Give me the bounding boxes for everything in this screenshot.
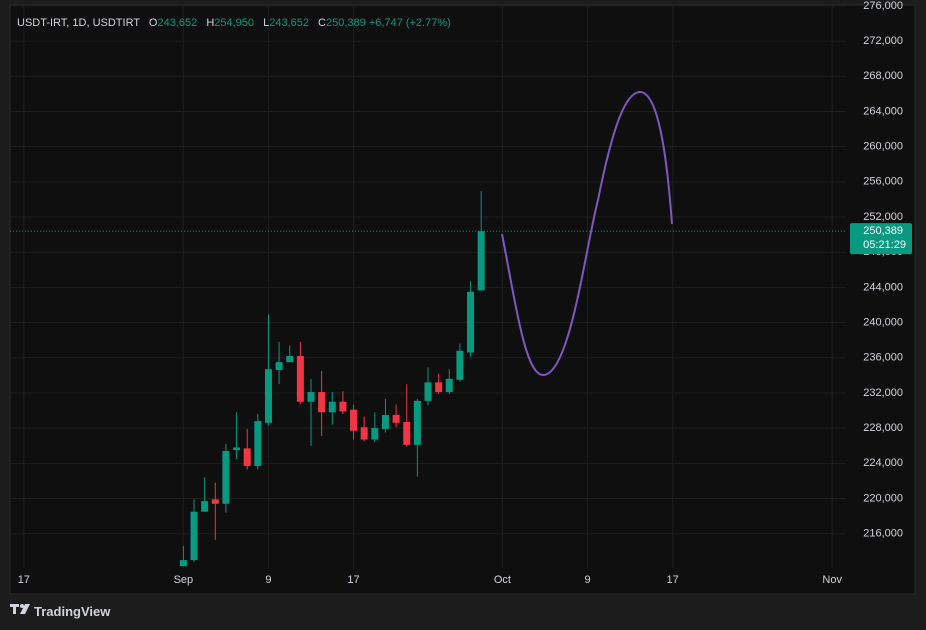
x-tick-label: 17 (347, 574, 359, 586)
candle-body (413, 400, 421, 445)
candle-body (371, 428, 379, 440)
symbol-title: USDT-IRT, 1D, USDTIRT (17, 17, 140, 29)
y-tick-label: 244,000 (863, 281, 903, 293)
y-tick-label: 240,000 (863, 316, 903, 328)
y-tick-label: 252,000 (863, 211, 903, 223)
candle-body (243, 448, 251, 466)
y-tick-label: 272,000 (863, 35, 903, 47)
candle-body (339, 401, 347, 412)
y-tick-label: 276,000 (863, 0, 903, 12)
y-tick-label: 236,000 (863, 352, 903, 364)
chart-frame (9, 4, 916, 595)
x-tick-label: 9 (584, 574, 590, 586)
candle-body (403, 421, 411, 445)
candle-body (318, 392, 326, 413)
last-price-label: 250,389 (863, 225, 903, 237)
candle-body (350, 409, 358, 431)
drawing-curve[interactable] (501, 90, 673, 377)
y-tick-label: 228,000 (863, 422, 903, 434)
candle-body (360, 427, 368, 440)
candle-body (211, 499, 219, 504)
x-tick-label: 9 (265, 574, 271, 586)
candle-body (275, 362, 283, 371)
price-label-box (850, 223, 912, 255)
y-tick-label: 264,000 (863, 105, 903, 117)
candle-body (190, 511, 198, 561)
candle-body (307, 392, 315, 402)
y-tick-label: 232,000 (863, 387, 903, 399)
candle-body (467, 291, 475, 353)
x-tick-label: 17 (18, 574, 30, 586)
candle-body (456, 350, 464, 380)
candle-body (477, 231, 485, 291)
countdown-label: 05:21:29 (863, 239, 906, 251)
y-tick-label: 268,000 (863, 70, 903, 82)
x-tick-label: Sep (174, 574, 194, 586)
legend-key: C (318, 17, 326, 29)
legend-change: +6,747 (+2.77%) (368, 17, 451, 29)
y-tick-label: 220,000 (863, 492, 903, 504)
brand-logo (10, 604, 30, 614)
candle-body (286, 355, 294, 363)
candle-body (424, 382, 432, 401)
legend-key: L (263, 17, 270, 29)
y-tick-label: 216,000 (863, 528, 903, 540)
legend-value: 254,950 (214, 17, 255, 29)
candle-body (296, 355, 304, 402)
y-tick-label: 260,000 (863, 141, 903, 153)
candle-body (381, 414, 389, 430)
y-tick-label: 256,000 (863, 176, 903, 188)
candle-body (264, 369, 272, 423)
brand-name: TradingView (34, 604, 111, 619)
y-tick-label: 224,000 (863, 457, 903, 469)
candle-body (328, 401, 336, 413)
legend-value: 250,389 (326, 17, 366, 29)
candle-body (179, 560, 187, 567)
candle-body (233, 447, 241, 451)
x-tick-label: Oct (494, 574, 511, 586)
candle-body (201, 501, 209, 512)
legend-value: 243,652 (157, 17, 198, 29)
x-tick-label: 17 (667, 574, 679, 586)
candle-body (392, 414, 400, 423)
candle-body (222, 451, 230, 504)
candle-body (254, 421, 262, 466)
candle-body (445, 378, 453, 393)
legend-key: O (148, 17, 158, 29)
legend-key: H (206, 17, 215, 29)
x-tick-label: Nov (822, 574, 842, 586)
symbol-legend: USDT-IRT, 1D, USDTIRT O243,652 H254,950 … (17, 17, 451, 29)
legend-value: 243,652 (269, 17, 309, 29)
candle-body (435, 382, 443, 393)
